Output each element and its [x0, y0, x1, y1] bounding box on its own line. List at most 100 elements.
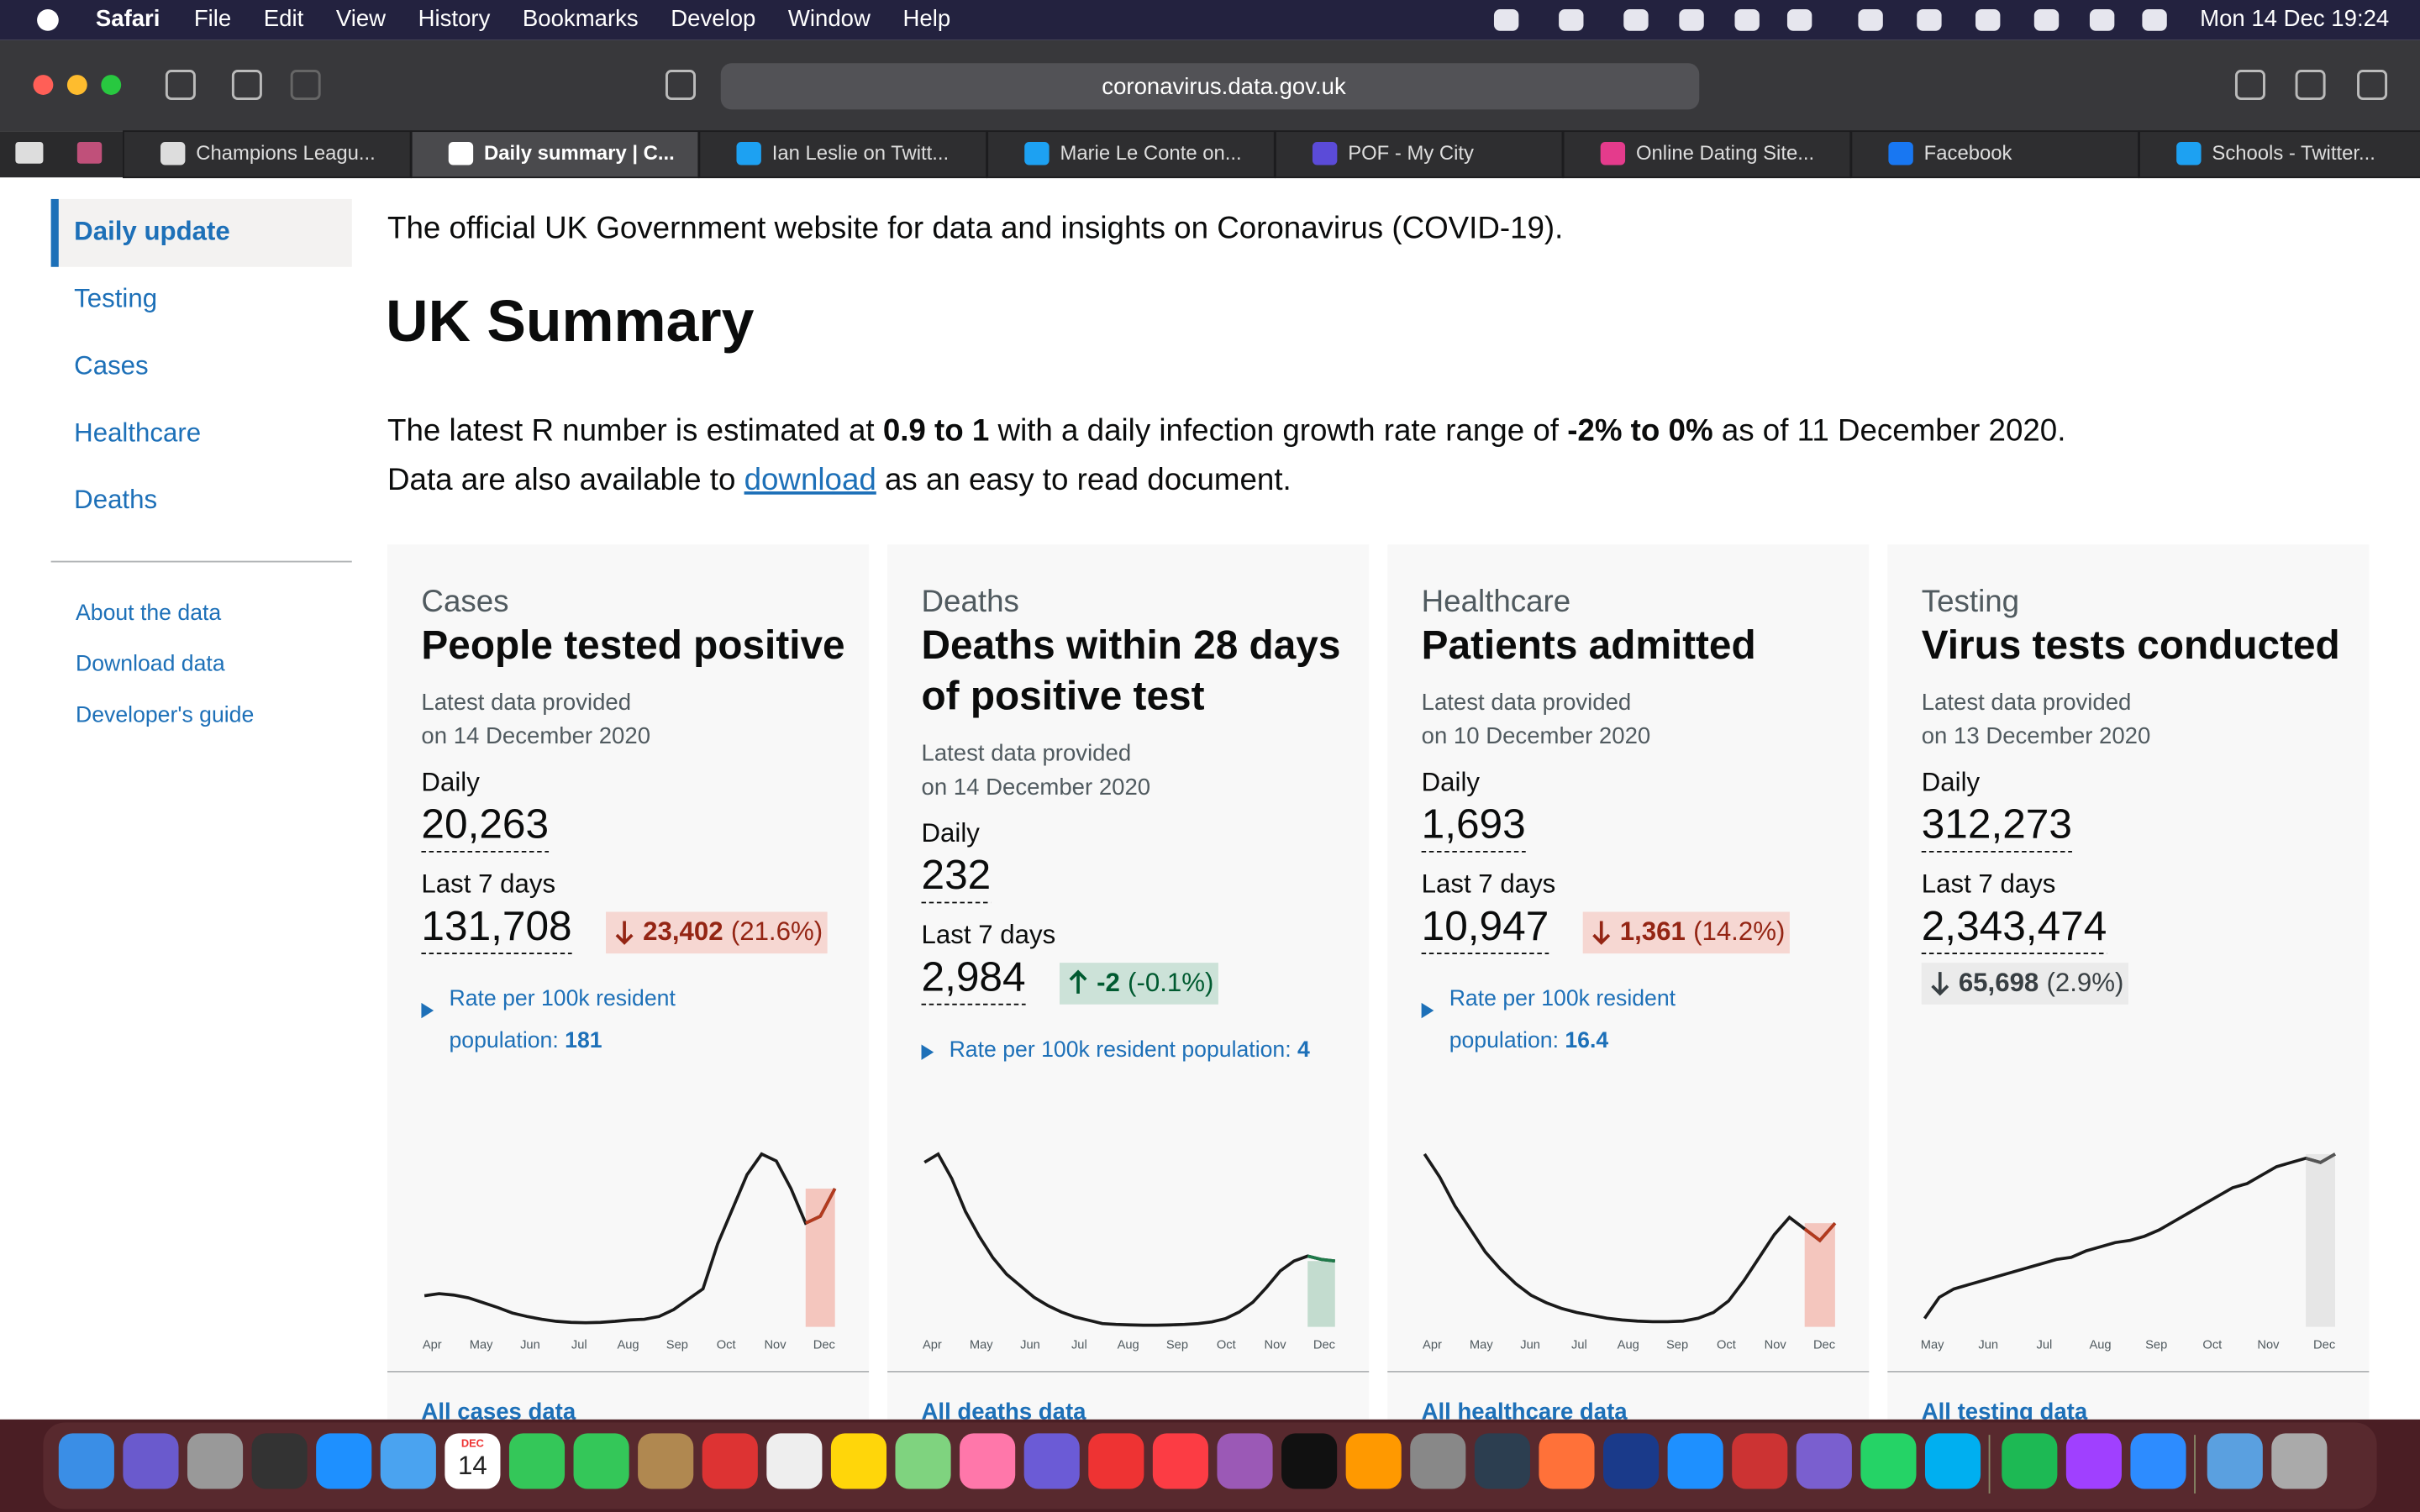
dock-icon[interactable]	[2065, 1433, 2122, 1489]
dock-icon[interactable]	[1281, 1433, 1338, 1489]
dock-icon[interactable]	[895, 1433, 951, 1489]
status-icon[interactable]	[2089, 9, 2115, 31]
dock-icon[interactable]	[1539, 1433, 1595, 1489]
tabs-button[interactable]	[2357, 70, 2388, 101]
status-icon[interactable]	[1559, 9, 1584, 31]
dock-icon[interactable]	[1217, 1433, 1273, 1489]
tab-title[interactable]: Champions Leagu...	[196, 142, 376, 165]
rate-toggle[interactable]	[1421, 1002, 1434, 1019]
sidebar-link[interactable]: About the data	[76, 600, 221, 625]
dock-icon[interactable]	[1667, 1433, 1723, 1489]
dock-icon[interactable]	[960, 1433, 1016, 1489]
dock-icon[interactable]	[1796, 1433, 1852, 1489]
dock-icon[interactable]	[58, 1433, 114, 1489]
tab-title[interactable]: Online Dating Site...	[1636, 142, 1814, 165]
card-value: 20,263	[421, 801, 549, 848]
status-icon[interactable]	[2033, 9, 2060, 31]
dock-icon[interactable]	[2130, 1433, 2186, 1489]
window-button[interactable]	[33, 75, 54, 95]
dock-icon[interactable]	[1474, 1433, 1530, 1489]
rate-text[interactable]: Rate per 100k resident	[1449, 985, 1676, 1011]
menu-item[interactable]: Help	[902, 5, 950, 31]
dock-icon[interactable]	[380, 1433, 436, 1489]
menu-item[interactable]: History	[418, 5, 491, 31]
rate-toggle[interactable]	[921, 1044, 934, 1060]
nav-link[interactable]: Daily update	[74, 217, 230, 246]
dock-icon[interactable]	[830, 1433, 887, 1489]
tab-title[interactable]: POF - My City	[1348, 142, 1474, 165]
new-tab-button[interactable]	[2295, 70, 2326, 101]
pinned-tab[interactable]	[15, 141, 44, 164]
tab-title[interactable]: Facebook	[1924, 142, 2012, 165]
dock-icon[interactable]	[1152, 1433, 1208, 1489]
address-bar[interactable]	[720, 63, 1700, 110]
rate-toggle[interactable]	[421, 1002, 434, 1019]
dock-icon[interactable]	[1345, 1433, 1402, 1489]
sidebar-button[interactable]	[165, 70, 196, 101]
dock-icon[interactable]	[1860, 1433, 1917, 1489]
status-icon[interactable]	[1493, 9, 1519, 31]
status-icon[interactable]	[1858, 9, 1883, 31]
window-button[interactable]	[66, 75, 87, 95]
dock-icon[interactable]	[638, 1433, 694, 1489]
dock-icon[interactable]	[445, 1433, 501, 1489]
dock-icon[interactable]	[573, 1433, 629, 1489]
status-icon[interactable]	[1917, 9, 1942, 31]
dock-icon[interactable]	[702, 1433, 758, 1489]
status-icon[interactable]	[1975, 9, 2001, 31]
menu-item[interactable]: Edit	[264, 5, 304, 31]
tab-title[interactable]: Daily summary | C...	[484, 142, 675, 165]
dock-icon[interactable]	[123, 1433, 179, 1489]
tab[interactable]	[410, 130, 700, 179]
dock-icon[interactable]	[2207, 1433, 2263, 1489]
menu-item[interactable]: View	[336, 5, 386, 31]
tab-title[interactable]: Ian Leslie on Twitt...	[772, 142, 949, 165]
tab-title[interactable]: Marie Le Conte on...	[1060, 142, 1241, 165]
sidebar-link[interactable]: Developer's guide	[76, 701, 254, 727]
tab-title[interactable]: Schools - Twitter...	[2212, 142, 2375, 165]
dock-icon[interactable]	[316, 1433, 372, 1489]
menu-item[interactable]: File	[194, 5, 231, 31]
nav-link[interactable]: Healthcare	[74, 417, 201, 447]
status-icon[interactable]	[1786, 9, 1812, 31]
dock-icon[interactable]	[2002, 1433, 2058, 1489]
card-category: Healthcare	[1422, 584, 1571, 618]
dock-icon[interactable]	[766, 1433, 823, 1489]
window-button[interactable]	[101, 75, 122, 95]
pinned-tab[interactable]	[76, 141, 103, 164]
menu-item[interactable]: Window	[788, 5, 871, 31]
dock-icon[interactable]	[1924, 1433, 1981, 1489]
nav-link[interactable]: Testing	[74, 283, 157, 312]
rate-text[interactable]: population: 16.4	[1449, 1027, 1609, 1053]
rate-text[interactable]: Rate per 100k resident population: 4	[950, 1037, 1310, 1062]
trend-latest	[1803, 1221, 1837, 1243]
status-icon[interactable]	[2142, 9, 2167, 31]
rate-text[interactable]: Rate per 100k resident	[449, 985, 676, 1011]
dock-icon[interactable]	[187, 1433, 244, 1489]
dock-icon[interactable]	[1410, 1433, 1466, 1489]
dock-icon[interactable]	[1088, 1433, 1144, 1489]
status-icon[interactable]	[1679, 9, 1704, 31]
menu-item[interactable]: Bookmarks	[523, 5, 639, 31]
nav-link[interactable]: Deaths	[74, 485, 157, 514]
dock-icon[interactable]	[508, 1433, 566, 1489]
status-icon[interactable]	[1734, 9, 1760, 31]
sidebar-link[interactable]: Download data	[76, 651, 225, 676]
dock-icon[interactable]	[1603, 1433, 1660, 1489]
rate-text[interactable]: population: 181	[449, 1027, 602, 1053]
nav-link[interactable]: Cases	[74, 350, 149, 380]
link[interactable]: download	[744, 462, 876, 496]
forward-button[interactable]	[290, 70, 321, 101]
menu-item[interactable]: Develop	[671, 5, 755, 31]
status-icon[interactable]	[1623, 9, 1649, 31]
dock-icon[interactable]	[1023, 1433, 1080, 1489]
menu-app[interactable]: Safari	[96, 5, 160, 31]
back-button[interactable]	[231, 70, 262, 101]
privacy-icon[interactable]	[666, 70, 696, 101]
dock-icon[interactable]	[2271, 1433, 2328, 1489]
share-button[interactable]	[2234, 70, 2265, 101]
month-label: Nov	[1765, 1339, 1787, 1352]
dock-icon[interactable]	[1732, 1433, 1788, 1489]
dock-icon[interactable]	[251, 1433, 308, 1489]
